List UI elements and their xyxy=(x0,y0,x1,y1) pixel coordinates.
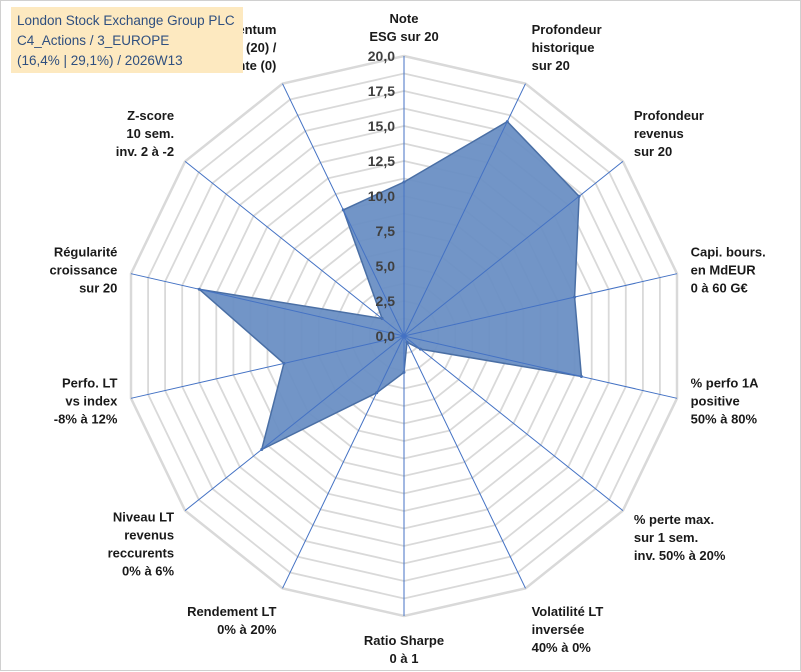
tick-label: 10,0 xyxy=(368,188,395,204)
axis-label-line: sur 20 xyxy=(634,144,672,159)
axis-label-line: 50% à 80% xyxy=(691,411,758,426)
axis-label-line: Perfo. LT xyxy=(62,375,117,390)
axis-label-line: vs index xyxy=(65,393,118,408)
axis-label-line: % perte max. xyxy=(634,512,714,527)
axis-label-line: 10 sem. xyxy=(126,126,174,141)
axis-spoke xyxy=(282,335,405,589)
axis-spoke xyxy=(403,83,526,337)
axis-label-line: Profondeur xyxy=(634,108,704,123)
radar-spokes xyxy=(130,56,678,616)
axis-label-line: Volatilité LT xyxy=(532,604,604,619)
axis-label-line: Régularité xyxy=(54,245,118,260)
axis-label: Volatilité LT inversée 40% à 0% xyxy=(532,604,604,655)
axis-spoke xyxy=(130,273,405,337)
radar-tick-labels: 0,0 2,5 5,0 7,5 10,0 12,5 15,0 17,5 20,0 xyxy=(368,48,395,344)
axis-label-line: 0 à 60 G€ xyxy=(691,281,748,296)
axis-label-line: positive xyxy=(691,393,740,408)
axis-spoke xyxy=(403,335,526,589)
axis-label-line: inv. 50% à 20% xyxy=(634,548,726,563)
axis-label: % perfo 1A positive 50% à 80% xyxy=(691,375,760,426)
axis-label-line: croissance xyxy=(49,263,117,278)
axis-spoke xyxy=(403,335,624,511)
axis-label-line: % perfo 1A xyxy=(691,375,760,390)
axis-label-line: ESG sur 20 xyxy=(369,29,438,44)
axis-label-line: revenus xyxy=(124,528,174,543)
axis-label: Niveau LT revenus reccurents 0% à 6% xyxy=(108,510,175,579)
axis-spoke xyxy=(184,161,405,337)
chart-title-box: London Stock Exchange Group PLC C4_Actio… xyxy=(11,7,243,73)
axis-label-line: Z-score xyxy=(127,108,174,123)
axis-label: Rendement LT 0% à 20% xyxy=(187,604,277,637)
axis-label: % perte max. sur 1 sem. inv. 50% à 20% xyxy=(634,512,726,563)
axis-label-line: 0% à 6% xyxy=(122,564,174,579)
axis-label-line: Niveau LT xyxy=(113,510,174,525)
axis-label-line: reccurents xyxy=(108,546,174,561)
axis-spoke xyxy=(184,335,405,511)
tick-label: 7,5 xyxy=(376,223,396,239)
axis-label-line: sur 20 xyxy=(532,58,570,73)
axis-label-line: historique xyxy=(532,40,595,55)
axis-label-line: inv. 2 à -2 xyxy=(116,144,174,159)
axis-label-line: sur 20 xyxy=(79,281,117,296)
chart-title-line-1: London Stock Exchange Group PLC xyxy=(17,13,235,28)
axis-label: Ratio Sharpe 0 à 1 xyxy=(364,633,444,666)
tick-label: 20,0 xyxy=(368,48,395,64)
axis-label-line: 0% à 20% xyxy=(217,622,277,637)
axis-label: Profondeur historique sur 20 xyxy=(532,22,602,73)
axis-label-line: inversée xyxy=(532,622,585,637)
chart-title-line-3: (16,4% | 29,1%) / 2026W13 xyxy=(17,53,183,68)
axis-label-line: en MdEUR xyxy=(691,263,757,278)
axis-label: Z-score 10 sem. inv. 2 à -2 xyxy=(116,108,174,159)
tick-label: 12,5 xyxy=(368,153,395,169)
tick-label: 15,0 xyxy=(368,118,395,134)
axis-label-line: 40% à 0% xyxy=(532,640,592,655)
axis-spoke xyxy=(282,83,405,337)
axis-label-line: -8% à 12% xyxy=(54,411,118,426)
tick-label: 2,5 xyxy=(376,293,396,309)
axis-label: Perfo. LT vs index -8% à 12% xyxy=(54,375,118,426)
axis-label-line: Note xyxy=(390,11,419,26)
tick-label: 0,0 xyxy=(376,328,396,344)
axis-label-line: sur 1 sem. xyxy=(634,530,698,545)
axis-spoke xyxy=(403,335,678,399)
chart-title-line-2: C4_Actions / 3_EUROPE xyxy=(17,33,170,48)
axis-spoke xyxy=(130,335,405,399)
axis-spoke xyxy=(403,273,678,337)
axis-label-line: Capi. bours. xyxy=(691,245,766,260)
axis-label-line: 0 à 1 xyxy=(390,651,419,666)
axis-label-line: Profondeur xyxy=(532,22,602,37)
axis-label: Note ESG sur 20 xyxy=(369,11,438,44)
axis-label: Capi. bours. en MdEUR 0 à 60 G€ xyxy=(691,245,766,296)
axis-label-line: revenus xyxy=(634,126,684,141)
tick-label: 5,0 xyxy=(376,258,396,274)
axis-label-line: Rendement LT xyxy=(187,604,276,619)
axis-label: Profondeur revenus sur 20 xyxy=(634,108,704,159)
axis-label: Régularité croissance sur 20 xyxy=(49,245,117,296)
axis-label-line: Ratio Sharpe xyxy=(364,633,444,648)
axis-spoke xyxy=(403,161,624,337)
tick-label: 17,5 xyxy=(368,83,395,99)
